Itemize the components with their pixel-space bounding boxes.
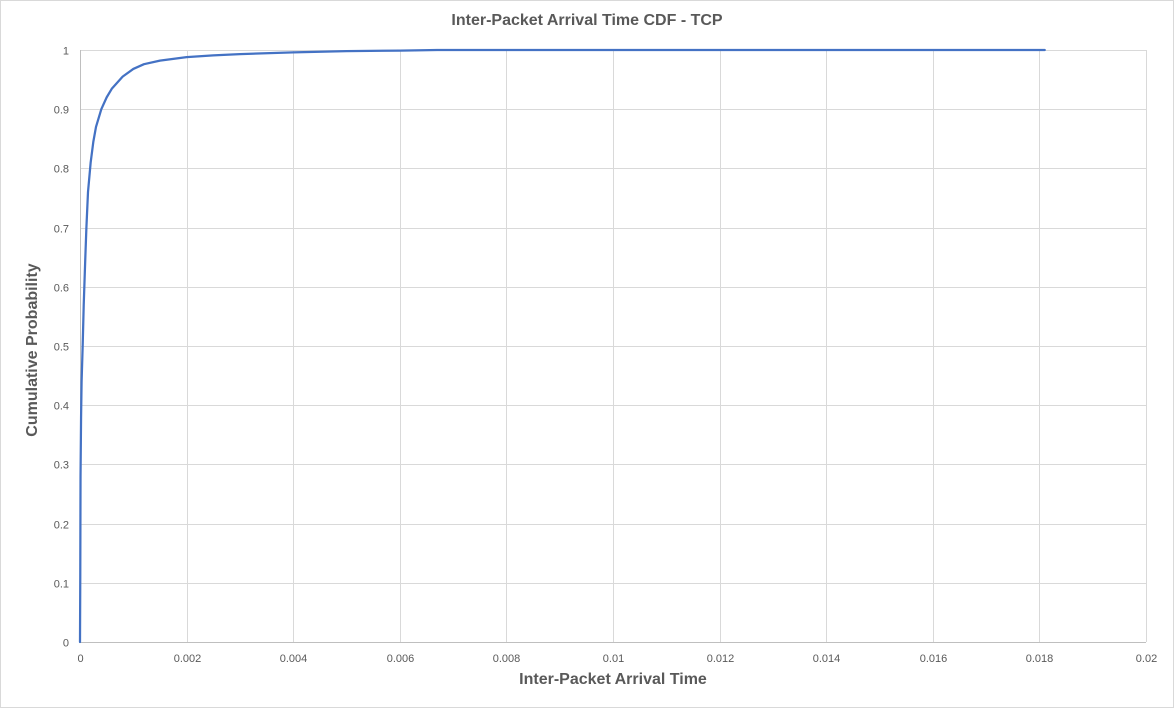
y-tick-label: 1	[63, 46, 69, 58]
x-axis-label: Inter-Packet Arrival Time	[519, 671, 707, 688]
y-tick-labels: 0 0.1 0.2 0.3 0.4 0.5 0.6 0.7 0.8 0.9 1	[54, 46, 69, 650]
y-tick-label: 0.3	[54, 460, 69, 472]
y-tick-label: 0.1	[54, 579, 69, 591]
y-tick-label: 0.8	[54, 164, 69, 176]
x-tick-label: 0.016	[920, 653, 948, 665]
y-tick-label: 0.6	[54, 283, 69, 295]
x-tick-label: 0.018	[1026, 653, 1054, 665]
y-tick-label: 0.7	[54, 224, 69, 236]
chart-title: Inter-Packet Arrival Time CDF - TCP	[451, 12, 723, 29]
y-tick-label: 0	[63, 638, 69, 650]
series-line	[78, 48, 1046, 644]
x-tick-label: 0.014	[813, 653, 841, 665]
series-lines	[78, 48, 1046, 644]
y-tick-label: 0.5	[54, 342, 69, 354]
y-axis-label: Cumulative Probability	[24, 263, 41, 437]
x-tick-label: 0	[77, 653, 83, 665]
x-tick-label: 0.004	[280, 653, 308, 665]
x-tick-label: 0.02	[1136, 653, 1157, 665]
gridlines	[80, 50, 1147, 643]
y-tick-label: 0.2	[54, 520, 69, 532]
x-tick-label: 0.002	[174, 653, 202, 665]
x-tick-label: 0.012	[707, 653, 735, 665]
x-tick-label: 0.008	[493, 653, 521, 665]
x-tick-label: 0.006	[387, 653, 415, 665]
x-tick-label: 0.01	[603, 653, 624, 665]
x-tick-labels: 0 0.002 0.004 0.006 0.008 0.01 0.012 0.014 0.016…	[77, 653, 1157, 665]
y-tick-label: 0.9	[54, 105, 69, 117]
y-tick-label: 0.4	[54, 401, 69, 413]
